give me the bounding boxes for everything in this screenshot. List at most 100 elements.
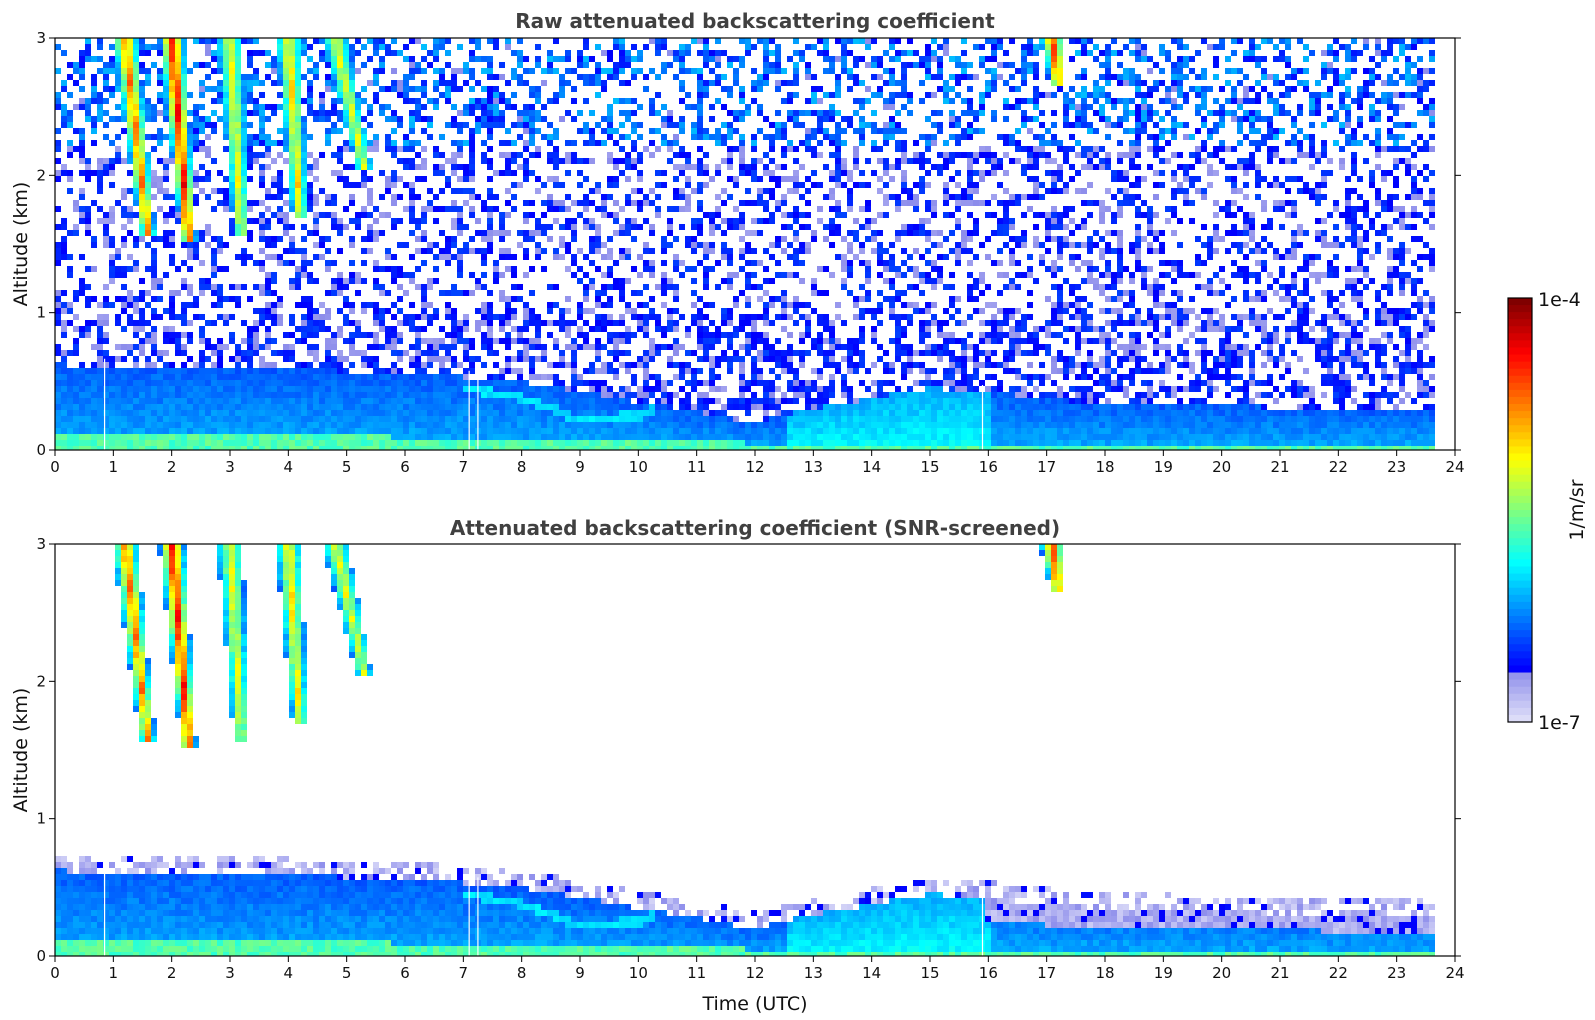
heatmap-cell: [463, 344, 469, 350]
heatmap-cell: [763, 398, 769, 404]
heatmap-cell: [181, 350, 187, 356]
heatmap-cell: [775, 128, 781, 134]
heatmap-cell: [655, 398, 661, 404]
heatmap-cell: [721, 242, 727, 248]
heatmap-cell: [607, 302, 613, 308]
heatmap-cell: [253, 80, 259, 86]
heatmap-cell: [595, 380, 601, 386]
heatmap-cell: [187, 380, 193, 386]
heatmap-cell: [271, 254, 277, 260]
heatmap-cell: [619, 422, 625, 428]
heatmap-cell: [361, 176, 367, 182]
heatmap-cell: [253, 308, 259, 314]
heatmap-cell: [799, 386, 805, 392]
heatmap-cell: [373, 380, 379, 386]
heatmap-cell: [61, 164, 67, 170]
heatmap-cell: [91, 362, 97, 368]
heatmap-cell: [355, 374, 361, 380]
heatmap-cell: [337, 368, 343, 374]
heatmap-cell: [331, 104, 337, 110]
heatmap-cell: [193, 434, 199, 440]
heatmap-cell: [631, 56, 637, 62]
heatmap-cell: [277, 350, 283, 356]
heatmap-cell: [709, 380, 715, 386]
heatmap-cell: [439, 164, 445, 170]
heatmap-cell: [307, 278, 313, 284]
heatmap-cell: [487, 56, 493, 62]
heatmap-cell: [181, 74, 187, 80]
heatmap-cell: [307, 428, 313, 434]
heatmap-cell: [385, 176, 391, 182]
heatmap-cell: [307, 104, 313, 110]
heatmap-cell: [151, 326, 157, 332]
heatmap-cell: [127, 428, 133, 434]
heatmap-cell: [379, 56, 385, 62]
heatmap-cell: [301, 236, 307, 242]
heatmap-cell: [691, 38, 697, 44]
heatmap-cell: [403, 440, 409, 446]
heatmap-cell: [145, 212, 151, 218]
heatmap-cell: [391, 116, 397, 122]
heatmap-cell: [793, 386, 799, 392]
heatmap-cell: [445, 62, 451, 68]
heatmap-cell: [505, 44, 511, 50]
heatmap-cell: [505, 380, 511, 386]
heatmap-cell: [517, 386, 523, 392]
heatmap-cell: [169, 134, 175, 140]
heatmap-cell: [463, 416, 469, 422]
heatmap-cell: [499, 218, 505, 224]
heatmap-cell: [625, 422, 631, 428]
heatmap-cell: [217, 404, 223, 410]
heatmap-cell: [433, 434, 439, 440]
heatmap-cell: [163, 212, 169, 218]
heatmap-cell: [259, 128, 265, 134]
heatmap-cell: [577, 278, 583, 284]
heatmap-cell: [691, 128, 697, 134]
heatmap-cell: [289, 56, 295, 62]
heatmap-cell: [613, 284, 619, 290]
heatmap-cell: [595, 368, 601, 374]
heatmap-cell: [445, 314, 451, 320]
heatmap-cell: [673, 164, 679, 170]
heatmap-cell: [745, 200, 751, 206]
heatmap-cell: [601, 212, 607, 218]
heatmap-cell: [109, 428, 115, 434]
heatmap-cell: [145, 398, 151, 404]
heatmap-cell: [307, 440, 313, 446]
heatmap-cell: [601, 422, 607, 428]
heatmap-cell: [79, 50, 85, 56]
heatmap-cell: [331, 74, 337, 80]
heatmap-cell: [283, 380, 289, 386]
heatmap-cell: [445, 404, 451, 410]
heatmap-cell: [61, 302, 67, 308]
heatmap-cell: [277, 404, 283, 410]
heatmap-cell: [565, 320, 571, 326]
heatmap-cell: [715, 434, 721, 440]
heatmap-cell: [361, 410, 367, 416]
heatmap-cell: [661, 326, 667, 332]
heatmap-cell: [505, 434, 511, 440]
heatmap-cell: [745, 320, 751, 326]
heatmap-cell: [373, 206, 379, 212]
heatmap-cell: [553, 320, 559, 326]
heatmap-cell: [355, 446, 361, 450]
heatmap-cell: [271, 104, 277, 110]
heatmap-cell: [427, 248, 433, 254]
heatmap-cell: [697, 86, 703, 92]
heatmap-cell: [391, 404, 397, 410]
heatmap-cell: [673, 206, 679, 212]
heatmap-cell: [547, 194, 553, 200]
heatmap-cell: [193, 404, 199, 410]
heatmap-cell: [553, 146, 559, 152]
heatmap-cell: [277, 260, 283, 266]
heatmap-cell: [115, 62, 121, 68]
heatmap-cell: [307, 398, 313, 404]
heatmap-cell: [781, 146, 787, 152]
heatmap-cell: [337, 116, 343, 122]
heatmap-cell: [535, 224, 541, 230]
heatmap-cell: [715, 194, 721, 200]
heatmap-cell: [787, 344, 793, 350]
heatmap-cell: [787, 380, 793, 386]
heatmap-cell: [577, 74, 583, 80]
heatmap-cell: [139, 44, 145, 50]
